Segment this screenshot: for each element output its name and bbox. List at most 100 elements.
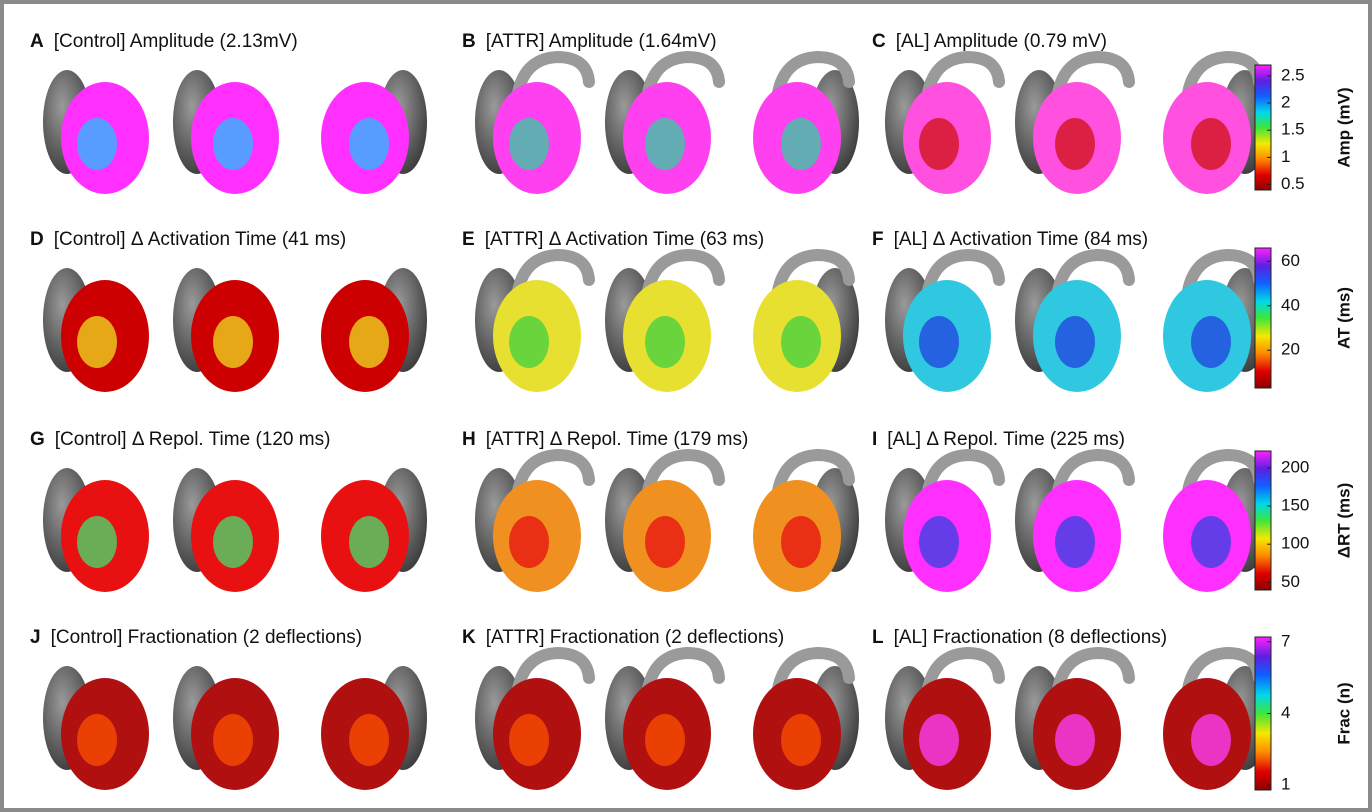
panel-letter: H <box>462 429 476 450</box>
aorta <box>921 448 1005 503</box>
aorta <box>511 646 595 701</box>
heart-patch <box>1055 516 1095 568</box>
aorta <box>771 646 855 701</box>
heart-patch <box>645 714 685 766</box>
panel-letter: F <box>872 229 884 250</box>
aorta <box>511 50 595 105</box>
panel-title: A [Control] Amplitude (2.13mV) <box>30 31 298 52</box>
heart-patch <box>919 714 959 766</box>
panel-title: H [ATTR] Δ Repol. Time (179 ms) <box>462 429 748 450</box>
colorbar-tick-label: 1.5 <box>1281 120 1305 139</box>
aorta <box>771 448 855 503</box>
colorbar <box>1254 64 1272 191</box>
colorbar-tick-label: 4 <box>1281 703 1290 722</box>
panel-title: C [AL] Amplitude (0.79 mV) <box>872 31 1107 52</box>
heart-patch <box>781 118 821 170</box>
panel-title-text: [ATTR] Fractionation (2 deflections) <box>486 627 784 648</box>
heart-patch <box>1191 516 1231 568</box>
colorbar-tick-label: 2 <box>1281 93 1290 112</box>
colorbar-tick-label: 1 <box>1281 775 1290 794</box>
aorta <box>1051 248 1135 303</box>
aorta <box>641 50 725 105</box>
colorbar <box>1254 247 1272 389</box>
heart-patch <box>781 316 821 368</box>
colorbar <box>1254 450 1272 591</box>
heart-patch <box>213 316 253 368</box>
panel-title: I [AL] Δ Repol. Time (225 ms) <box>872 429 1125 450</box>
heart-patch <box>213 118 253 170</box>
panel-title-text: [Control] Fractionation (2 deflections) <box>51 627 363 648</box>
heart-patch <box>349 118 389 170</box>
heart-patch <box>509 516 549 568</box>
colorbar-tick-label: 7 <box>1281 631 1290 650</box>
panel-title: B [ATTR] Amplitude (1.64mV) <box>462 31 717 52</box>
colorbar-label: AT (ms) <box>1334 287 1353 349</box>
panel-title-text: [ATTR] Amplitude (1.64mV) <box>486 31 717 52</box>
heart-patch <box>509 118 549 170</box>
colorbar-tick-label: 0.5 <box>1281 174 1305 193</box>
colorbar-label: Frac (n) <box>1334 682 1353 744</box>
heart-patch <box>1191 714 1231 766</box>
panel-title: E [ATTR] Δ Activation Time (63 ms) <box>462 229 764 250</box>
aorta <box>771 50 855 105</box>
panel-title: D [Control] Δ Activation Time (41 ms) <box>30 229 346 250</box>
panel-letter: L <box>872 627 884 648</box>
panel-title-text: [AL] Δ Activation Time (84 ms) <box>894 229 1149 250</box>
heart-patch <box>781 714 821 766</box>
heart-patch <box>77 714 117 766</box>
panel-title-text: [AL] Fractionation (8 deflections) <box>894 627 1168 648</box>
heart-patch <box>349 316 389 368</box>
panel-title: F [AL] Δ Activation Time (84 ms) <box>872 229 1148 250</box>
aorta <box>921 646 1005 701</box>
panel-letter: J <box>30 627 41 648</box>
colorbar-tick-label: 60 <box>1281 251 1300 270</box>
heart-patch <box>1055 118 1095 170</box>
aorta <box>1051 646 1135 701</box>
panel-letter: I <box>872 429 877 450</box>
panel-title-text: [Control] Δ Repol. Time (120 ms) <box>55 429 331 450</box>
heart-patch <box>509 714 549 766</box>
heart-patch <box>77 118 117 170</box>
panel-letter: A <box>30 31 44 52</box>
heart-patch <box>213 516 253 568</box>
aorta <box>511 248 595 303</box>
colorbar-tick-label: 2.5 <box>1281 65 1305 84</box>
panel-title: J [Control] Fractionation (2 deflections) <box>30 627 362 648</box>
colorbar-label: Amp (mV) <box>1334 87 1353 167</box>
panel-title: K [ATTR] Fractionation (2 deflections) <box>462 627 784 648</box>
panel-title-text: [ATTR] Δ Repol. Time (179 ms) <box>486 429 749 450</box>
colorbar-label: ΔRT (ms) <box>1334 483 1353 559</box>
heart-patch <box>77 516 117 568</box>
aorta <box>771 248 855 303</box>
heart-patch <box>1191 118 1231 170</box>
colorbar-tick-label: 20 <box>1281 340 1300 359</box>
heart-patch <box>919 516 959 568</box>
heart-patch <box>919 316 959 368</box>
panel-letter: D <box>30 229 44 250</box>
panel-title: G [Control] Δ Repol. Time (120 ms) <box>30 429 330 450</box>
panel-letter: G <box>30 429 45 450</box>
heart-patch <box>645 118 685 170</box>
heart-patch <box>349 516 389 568</box>
panel-title: L [AL] Fractionation (8 deflections) <box>872 627 1167 648</box>
heart-patch <box>645 316 685 368</box>
panel-letter: B <box>462 31 476 52</box>
aorta <box>511 448 595 503</box>
panel-title-text: [AL] Δ Repol. Time (225 ms) <box>887 429 1125 450</box>
heart-patch <box>1055 316 1095 368</box>
aorta <box>641 248 725 303</box>
panel-title-text: [AL] Amplitude (0.79 mV) <box>896 31 1107 52</box>
panel-title-text: [ATTR] Δ Activation Time (63 ms) <box>485 229 764 250</box>
colorbar-tick-label: 1 <box>1281 147 1290 166</box>
aorta <box>921 50 1005 105</box>
colorbar-tick-label: 100 <box>1281 534 1309 553</box>
aorta <box>641 448 725 503</box>
heart-patch <box>349 714 389 766</box>
colorbar-tick-label: 50 <box>1281 572 1300 591</box>
heart-patch <box>645 516 685 568</box>
heart-patch <box>1191 316 1231 368</box>
aorta <box>1051 448 1135 503</box>
heart-patch <box>77 316 117 368</box>
panel-title-text: [Control] Δ Activation Time (41 ms) <box>54 229 347 250</box>
heart-patch <box>919 118 959 170</box>
